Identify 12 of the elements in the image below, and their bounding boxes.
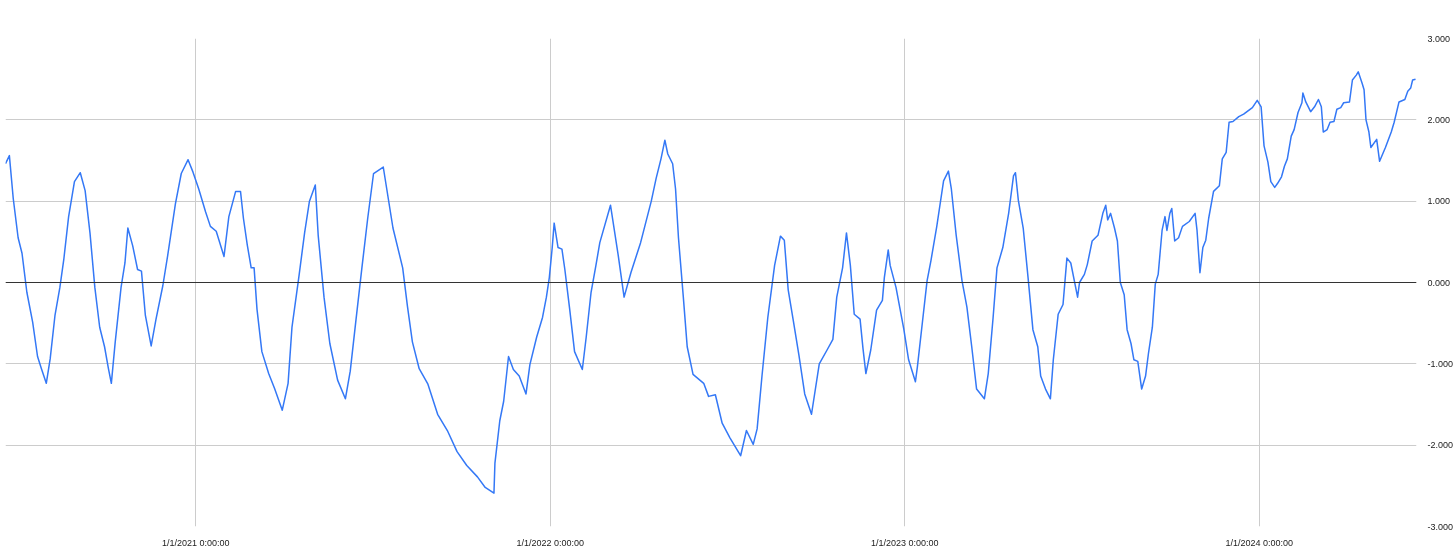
line-series <box>5 71 1417 494</box>
y-tick-label: -1.000 <box>1427 358 1454 369</box>
x-tick-label: 1/1/2024 0:00:00 <box>1225 537 1293 548</box>
y-tick-label: -3.000 <box>1427 521 1454 532</box>
y-tick-label: 1.000 <box>1427 196 1451 207</box>
x-tick-label: 1/1/2021 0:00:00 <box>162 537 230 548</box>
y-tick-label: 0.000 <box>1427 277 1451 288</box>
x-tick-label: 1/1/2023 0:00:00 <box>870 537 939 548</box>
x-tick-label: 1/1/2022 0:00:00 <box>516 537 585 548</box>
y-tick-label: 3.000 <box>1427 33 1451 44</box>
y-tick-label: -2.000 <box>1427 440 1454 451</box>
y-tick-label: 2.000 <box>1427 114 1451 125</box>
